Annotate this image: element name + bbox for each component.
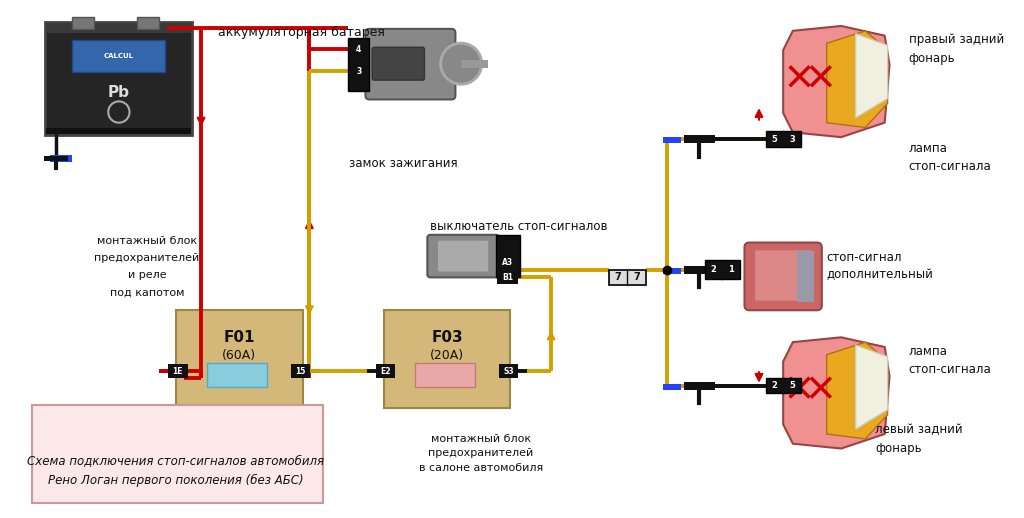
Text: 5: 5 [771,135,777,143]
Text: 1E: 1E [173,367,183,376]
FancyBboxPatch shape [766,378,801,393]
FancyBboxPatch shape [376,364,395,378]
FancyBboxPatch shape [73,17,94,29]
Text: В1: В1 [502,273,513,282]
Text: лампа: лампа [909,142,948,155]
Polygon shape [783,337,890,449]
Text: лампа: лампа [909,346,948,358]
Text: в салоне автомобиля: в салоне автомобиля [419,463,543,473]
FancyBboxPatch shape [348,38,370,91]
FancyBboxPatch shape [73,39,165,73]
Polygon shape [826,342,888,439]
Text: аккумуляторная батарея: аккумуляторная батарея [217,26,384,39]
FancyBboxPatch shape [50,155,72,162]
FancyBboxPatch shape [755,250,812,300]
Text: E2: E2 [381,367,391,376]
Text: 3: 3 [356,67,361,76]
Text: под капотом: под капотом [110,288,184,298]
FancyBboxPatch shape [797,251,814,301]
Text: (20А): (20А) [430,349,464,362]
FancyBboxPatch shape [384,310,511,408]
FancyBboxPatch shape [684,266,715,274]
Text: 7: 7 [634,272,641,282]
Text: 15: 15 [296,367,306,376]
Text: предохранителей: предохранителей [94,253,200,263]
FancyBboxPatch shape [684,382,715,390]
FancyBboxPatch shape [350,42,368,56]
Text: F03: F03 [431,330,463,345]
FancyBboxPatch shape [461,60,488,67]
Text: (60А): (60А) [222,349,256,362]
Text: 1: 1 [728,265,734,274]
Text: фонарь: фонарь [909,52,955,65]
Text: Схема подключения стоп-сигналов автомобиля: Схема подключения стоп-сигналов автомоби… [28,455,325,468]
Text: левый задний: левый задний [876,423,963,436]
FancyBboxPatch shape [705,260,739,279]
FancyBboxPatch shape [497,256,518,269]
FancyBboxPatch shape [499,364,518,378]
Text: 4: 4 [356,45,361,54]
FancyBboxPatch shape [291,364,310,378]
Text: 7: 7 [614,272,622,282]
FancyBboxPatch shape [415,364,475,386]
Text: стоп-сигнала: стоп-сигнала [909,363,991,376]
Text: CALCUL: CALCUL [103,53,134,59]
Text: монтажный блок: монтажный блок [97,236,197,246]
FancyBboxPatch shape [684,135,715,143]
Text: стоп-сигнал: стоп-сигнал [826,251,902,264]
FancyBboxPatch shape [609,270,646,285]
Text: Рено Логан первого поколения (без АБС): Рено Логан первого поколения (без АБС) [48,474,304,487]
Text: правый задний: правый задний [909,33,1005,46]
Text: замок зажигания: замок зажигания [349,157,458,170]
Polygon shape [783,26,890,137]
Text: предохранителей: предохранителей [428,449,534,458]
FancyBboxPatch shape [207,364,267,386]
Text: S3: S3 [503,367,514,376]
FancyBboxPatch shape [497,271,518,284]
Text: и реле: и реле [128,270,166,280]
Polygon shape [856,34,888,118]
FancyBboxPatch shape [438,241,488,271]
Text: Pb: Pb [108,85,130,100]
Text: выключатель стоп-сигналов: выключатель стоп-сигналов [430,220,607,233]
FancyBboxPatch shape [176,310,303,408]
Text: 2: 2 [771,381,777,390]
FancyBboxPatch shape [45,22,193,135]
FancyBboxPatch shape [350,65,368,78]
Text: фонарь: фонарь [876,442,922,455]
Text: 5: 5 [788,381,795,390]
FancyBboxPatch shape [366,29,456,99]
Circle shape [440,42,482,85]
Text: 3: 3 [788,135,795,143]
FancyBboxPatch shape [32,405,323,502]
Circle shape [442,45,479,82]
FancyBboxPatch shape [372,47,424,80]
FancyBboxPatch shape [46,128,191,134]
FancyBboxPatch shape [744,242,822,310]
Text: монтажный блок: монтажный блок [431,434,531,444]
FancyBboxPatch shape [46,23,191,33]
FancyBboxPatch shape [664,137,681,143]
FancyBboxPatch shape [766,132,801,147]
Text: 2: 2 [711,265,717,274]
FancyBboxPatch shape [496,235,520,277]
FancyBboxPatch shape [664,268,681,274]
Text: F01: F01 [223,330,255,345]
Text: дополнительный: дополнительный [826,268,934,281]
Text: стоп-сигнала: стоп-сигнала [909,160,991,172]
FancyBboxPatch shape [427,235,499,277]
FancyBboxPatch shape [168,364,187,378]
Polygon shape [826,31,888,127]
Polygon shape [856,345,888,429]
FancyBboxPatch shape [137,17,159,29]
Text: А3: А3 [502,258,513,267]
FancyBboxPatch shape [44,155,68,161]
FancyBboxPatch shape [664,384,681,390]
